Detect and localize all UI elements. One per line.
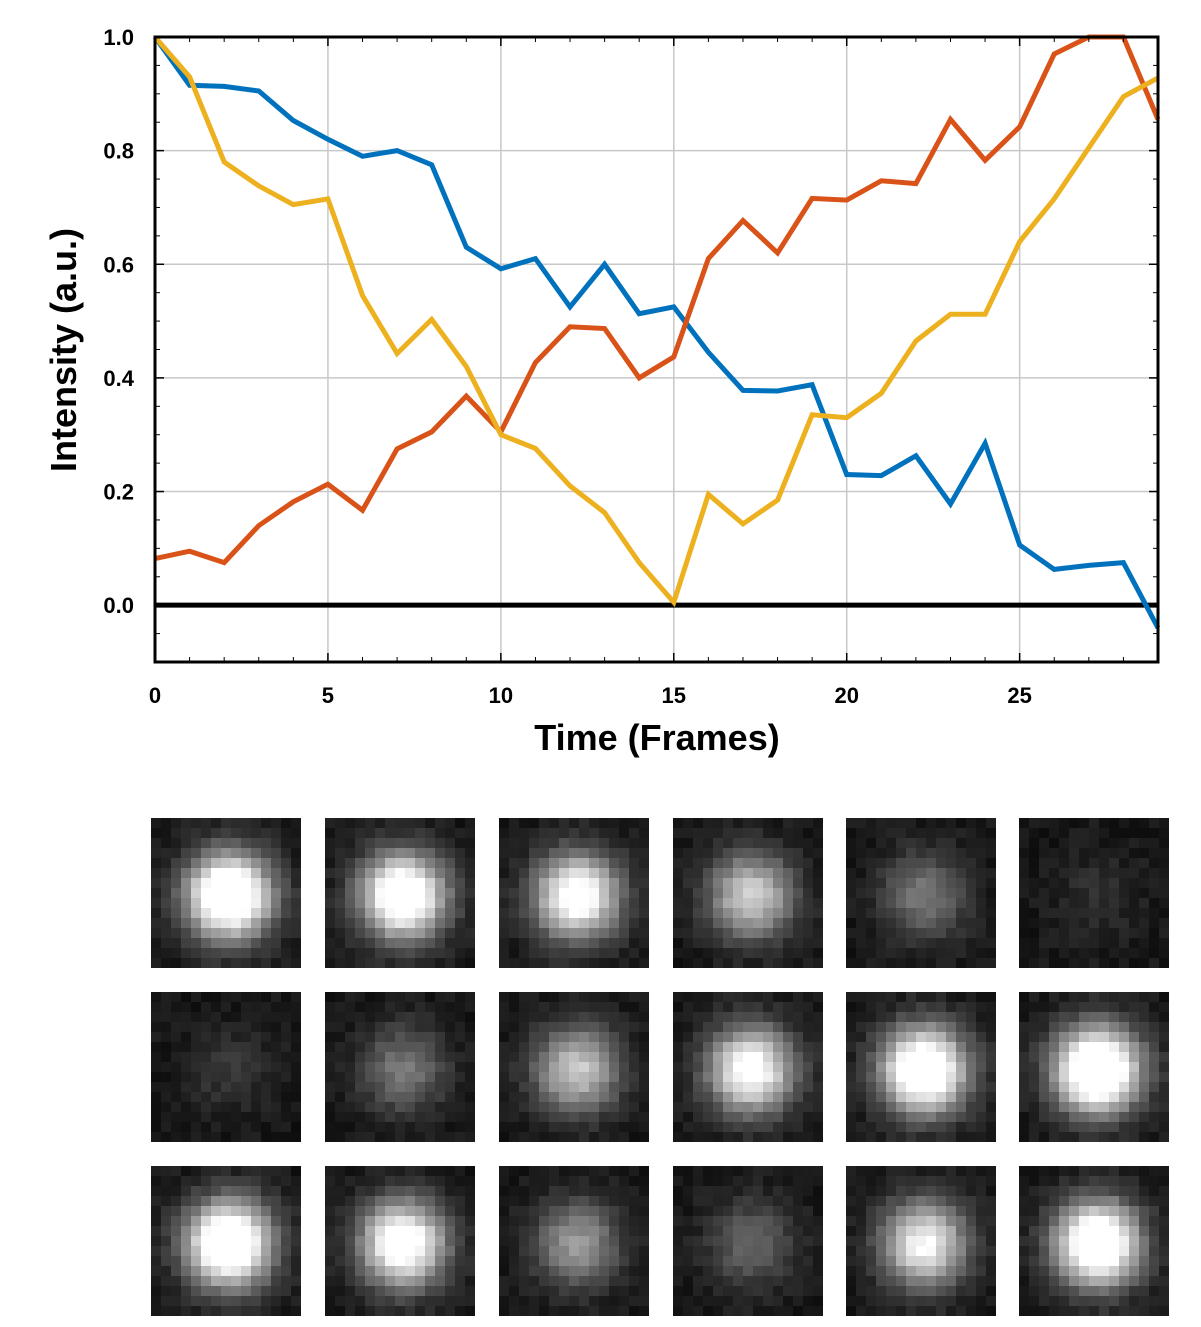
spot-frame-image — [846, 992, 996, 1142]
spot-frame-image — [325, 818, 475, 968]
spot-frame-image — [846, 1166, 996, 1316]
spot-frame-canvas — [1019, 992, 1169, 1142]
x-axis-label: Time (Frames) — [534, 717, 779, 758]
series-line-1 — [152, 35, 1161, 630]
spot-frame-canvas — [325, 818, 475, 968]
y-tick-label: 0.0 — [103, 593, 134, 618]
x-tick-labels: 0 5 10 15 20 25 — [149, 683, 1032, 708]
spot-frame-image — [846, 818, 996, 968]
y-tick-label: 0.8 — [103, 139, 134, 164]
spot-frame-canvas — [325, 1166, 475, 1316]
spot-frame-image — [673, 818, 823, 968]
grid-lines — [155, 37, 1158, 662]
spot-frame-image — [1019, 818, 1169, 968]
x-tick-label: 0 — [149, 683, 161, 708]
spot-frame-canvas — [499, 1166, 649, 1316]
spot-frame-canvas — [846, 992, 996, 1142]
spot-frame-canvas — [673, 992, 823, 1142]
spot-frame-image — [1019, 1166, 1169, 1316]
spot-frame-canvas — [1019, 818, 1169, 968]
spot-frame-canvas — [325, 992, 475, 1142]
spot-frame-image — [499, 992, 649, 1142]
spot-frame-image — [151, 1166, 301, 1316]
spot-frame-canvas — [673, 818, 823, 968]
series-lines — [152, 34, 1161, 630]
spot-frame-image — [325, 1166, 475, 1316]
y-axis-label: Intensity (a.u.) — [43, 228, 84, 472]
spot-frame-image — [151, 992, 301, 1142]
spot-frame-image — [499, 1166, 649, 1316]
spot-frame-image — [499, 818, 649, 968]
spot-frame-image — [151, 818, 301, 968]
y-tick-label: 0.6 — [103, 252, 134, 277]
spot-image-montage — [0, 800, 1201, 1320]
spot-frame-canvas — [1019, 1166, 1169, 1316]
series-line-2 — [154, 34, 1161, 566]
spot-frame-canvas — [846, 1166, 996, 1316]
x-tick-label: 25 — [1007, 683, 1031, 708]
x-tick-label: 10 — [489, 683, 513, 708]
x-tick-label: 5 — [322, 683, 334, 708]
spot-frame-image — [1019, 992, 1169, 1142]
intensity-line-chart: 0 5 10 15 20 25 0.0 0.2 0.4 0.6 0.8 1.0 Time (Fram… — [43, 25, 1161, 758]
spot-frame-image — [673, 1166, 823, 1316]
y-tick-labels: 0.0 0.2 0.4 0.6 0.8 1.0 — [103, 25, 134, 618]
series-line-3 — [153, 35, 1160, 608]
spot-frame-canvas — [151, 818, 301, 968]
x-tick-label: 20 — [834, 683, 858, 708]
spot-frame-canvas — [673, 1166, 823, 1316]
y-tick-label: 0.2 — [103, 480, 134, 505]
x-tick-label: 15 — [662, 683, 686, 708]
spot-frame-canvas — [499, 818, 649, 968]
spot-frame-canvas — [151, 1166, 301, 1316]
tick-marks — [154, 36, 1159, 663]
spot-frame-image — [673, 992, 823, 1142]
spot-frame-canvas — [499, 992, 649, 1142]
spot-frame-image — [325, 992, 475, 1142]
y-tick-label: 1.0 — [103, 25, 134, 50]
spot-frame-canvas — [151, 992, 301, 1142]
y-tick-label: 0.4 — [103, 366, 134, 391]
plot-frame — [153, 35, 1160, 664]
spot-frame-canvas — [846, 818, 996, 968]
